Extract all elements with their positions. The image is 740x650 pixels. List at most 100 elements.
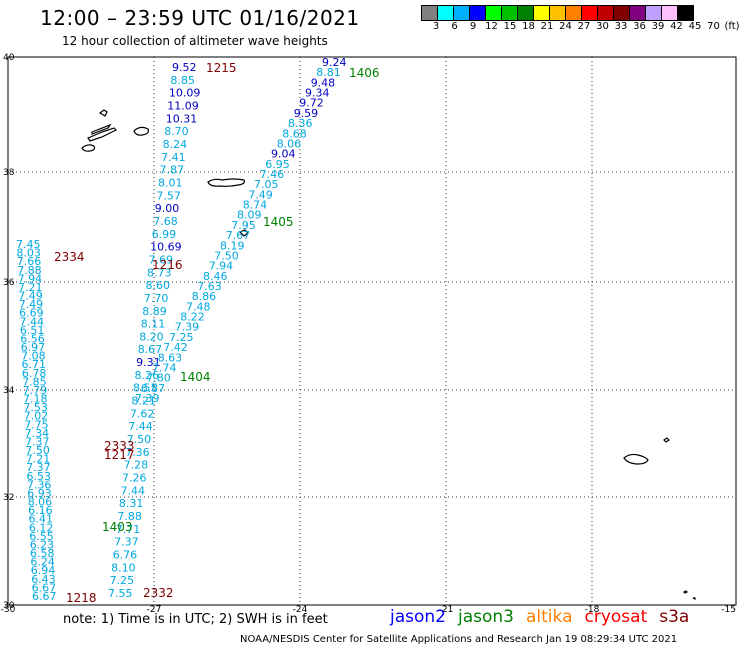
- wave-height-value: 7.44: [121, 484, 146, 497]
- wave-height-value: 7.25: [169, 331, 194, 344]
- legend-label: 9: [469, 21, 477, 32]
- island-santa-maria: [238, 229, 249, 237]
- wave-height-value: 8.89: [142, 305, 167, 318]
- legend-label: 33: [614, 21, 628, 32]
- color-scale-labels: 3 6 9 12 15 18 21 24 27 30 33 36 39 42 45 70 (ft): [422, 21, 740, 33]
- legend-label: 6: [451, 21, 458, 32]
- wave-height-value: 7.36: [27, 478, 52, 491]
- latitude-labels: 40 38 36 34 32 30: [3, 53, 15, 611]
- wave-height-value: 8.09: [237, 209, 262, 222]
- longitude-label: -21: [439, 605, 454, 615]
- longitude-label: -15: [721, 605, 736, 615]
- wave-height-value: 8.22: [180, 311, 205, 324]
- wave-height-value: 7.26: [122, 472, 147, 485]
- wave-height-value: 6.55: [29, 530, 54, 543]
- wave-height-value: 6.87: [141, 382, 166, 395]
- wave-height-value: 7.88: [117, 510, 141, 523]
- island-selvagens: [682, 590, 696, 600]
- wave-height-value: 7.46: [260, 168, 285, 181]
- pass-number: 1218: [66, 591, 97, 605]
- wave-height-value: 6.71: [22, 358, 47, 371]
- island-porto-santo: [663, 437, 670, 443]
- pass-number: 1215: [206, 61, 237, 75]
- wave-height-value: 8.81: [316, 66, 341, 79]
- wave-height-value: 8.26: [135, 369, 160, 382]
- wave-height-value: 7.37: [114, 536, 139, 549]
- wave-height-value: 7.49: [248, 188, 272, 201]
- wave-height-value: 7.85: [22, 375, 47, 388]
- longitude-label: -27: [147, 605, 162, 615]
- wave-height-value: 10.09: [169, 87, 201, 100]
- wave-height-value: 7.62: [130, 407, 155, 420]
- pass-number: 2333: [104, 439, 135, 453]
- wave-height-value: 7.49: [19, 298, 44, 311]
- wave-height-value: 9.52: [172, 61, 197, 74]
- longitude-label: -18: [585, 605, 600, 615]
- satellite-altika: altika: [526, 607, 573, 627]
- wave-height-value: 7.94: [18, 272, 42, 285]
- pass-number: 1216: [152, 258, 183, 272]
- wave-height-value: 6.43: [31, 573, 56, 586]
- wave-height-value: 8.68: [282, 127, 307, 140]
- legend-label: 42: [670, 21, 683, 32]
- wave-height-value: 6.76: [113, 549, 138, 562]
- legend-label: 30: [596, 21, 609, 32]
- legend-label: 21: [540, 21, 554, 32]
- satellite-jason3: jason3: [458, 607, 514, 627]
- wave-height-value: 8.03: [16, 247, 41, 260]
- pass-number: 1217: [104, 448, 135, 462]
- wave-height-value: 7.37: [26, 461, 50, 474]
- wave-height-value: 7.37: [25, 436, 50, 449]
- island-flores: [98, 109, 108, 117]
- island-sao-miguel: [207, 178, 245, 187]
- pass-number: 1404: [180, 370, 211, 384]
- wave-height-value: 7.71: [116, 523, 141, 536]
- wave-height-value: 7.53: [23, 401, 48, 414]
- wave-height-value: 9.59: [294, 107, 319, 120]
- wave-height-value: 8.67: [138, 343, 163, 356]
- wave-height-value: 8.11: [141, 318, 166, 331]
- color-scale-legend: [421, 5, 694, 21]
- satellite-jason2: jason2: [390, 607, 446, 627]
- wave-height-value: 7.74: [152, 362, 177, 375]
- satellite-cryosat: cryosat: [584, 607, 648, 627]
- wave-height-value: 6.56: [20, 332, 45, 345]
- wave-height-value: 7.79: [23, 384, 47, 397]
- pass-number: 1406: [349, 66, 380, 80]
- wave-height-value: 6.78: [22, 367, 47, 380]
- wave-height-value: 7.69: [149, 253, 174, 266]
- wave-height-value: 9.34: [305, 87, 330, 100]
- wave-height-value: 7.08: [21, 350, 45, 363]
- wave-height-value: 7.48: [186, 300, 211, 313]
- longitude-label: -30: [1, 605, 16, 615]
- wave-height-value: 7.95: [231, 219, 256, 232]
- legend-label: 36: [633, 21, 646, 32]
- wave-height-value: 9.00: [155, 202, 180, 215]
- wave-height-value: 6.23: [30, 539, 55, 552]
- wave-height-value: 7.50: [214, 250, 239, 263]
- island-madeira: [623, 453, 649, 465]
- wave-height-value: 8.70: [164, 125, 189, 138]
- wave-height-value: 7.67: [226, 229, 251, 242]
- coastlines: [81, 109, 696, 600]
- wave-height-value: 7.66: [17, 255, 42, 268]
- wave-height-value: 7.39: [175, 321, 200, 334]
- map-title: 12:00 – 23:59 UTC 01/16/2021: [40, 6, 360, 30]
- legend-label: 27: [577, 21, 591, 32]
- wave-height-value: 6.16: [28, 504, 52, 517]
- wave-height-value: 8.20: [139, 330, 164, 343]
- island-terceira: [133, 126, 149, 136]
- longitude-label: -24: [293, 605, 308, 615]
- wave-height-value: 8.86: [192, 290, 217, 303]
- wave-height-value: 8.10: [111, 561, 136, 574]
- wave-height-value: 6.67: [32, 581, 56, 594]
- wave-height-value: 7.05: [254, 178, 279, 191]
- island-pico: [87, 127, 118, 142]
- wave-height-value: 6.93: [27, 487, 52, 500]
- wave-height-value: 7.50: [25, 444, 50, 457]
- wave-height-value: 7.44: [128, 420, 153, 433]
- latitude-label: 40: [3, 53, 15, 63]
- wave-height-value: 7.41: [161, 151, 186, 164]
- wave-height-value: 7.28: [124, 459, 149, 472]
